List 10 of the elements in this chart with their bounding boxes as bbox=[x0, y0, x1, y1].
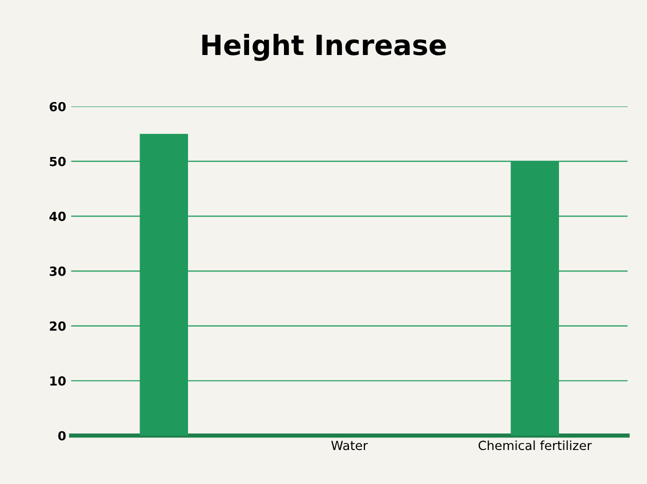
x-tick-label: Chemical fertilizer bbox=[478, 440, 592, 450]
y-tick-label: 50 bbox=[50, 156, 66, 166]
y-tick-label: 30 bbox=[50, 266, 66, 276]
y-tick-label: 10 bbox=[50, 376, 66, 386]
x-tick-label: Water bbox=[331, 440, 368, 450]
y-tick-label: 20 bbox=[50, 321, 66, 331]
chart-title: Height Increase bbox=[202, 34, 446, 61]
y-tick-label: 40 bbox=[49, 212, 66, 222]
y-tick-label: 0 bbox=[58, 431, 66, 441]
y-tick-label: 60 bbox=[50, 102, 66, 112]
